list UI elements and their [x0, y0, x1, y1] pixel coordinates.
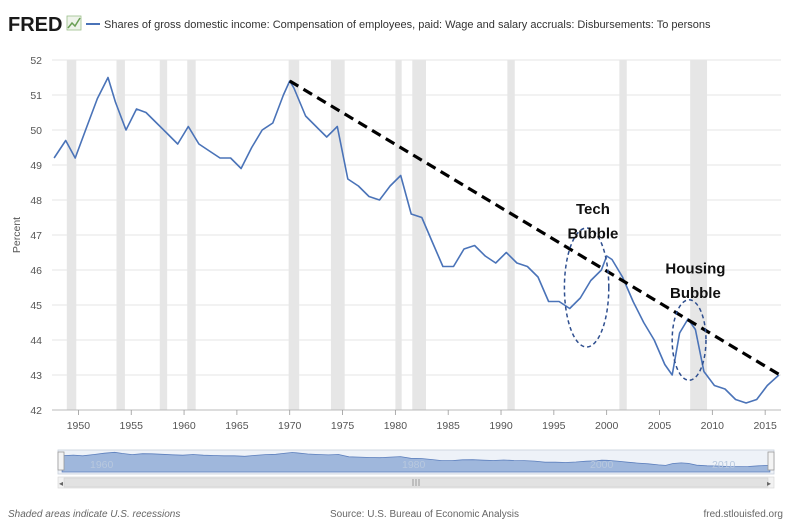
annotation-label: Bubble — [670, 285, 721, 302]
navigator[interactable]: 1960 1980 2000 2010 ◂ ▸ — [57, 449, 775, 489]
navigator-label: 2010 — [712, 459, 736, 471]
y-tick-label: 42 — [30, 405, 42, 417]
annotation-ellipse — [671, 299, 707, 381]
y-tick-label: 46 — [30, 265, 42, 277]
recession-band — [395, 60, 402, 410]
recession-band — [507, 60, 515, 410]
y-tick-label: 45 — [30, 300, 42, 312]
y-tick-label: 47 — [30, 230, 42, 242]
recession-band — [66, 60, 77, 410]
navigator-label: 1980 — [402, 459, 426, 471]
source-credit: Source: U.S. Bureau of Economic Analysis — [330, 509, 519, 520]
fred-url-link[interactable]: fred.stlouisfed.org — [703, 509, 784, 520]
scroll-left-arrow-icon[interactable]: ◂ — [59, 479, 63, 488]
x-tick-label: 1965 — [225, 420, 249, 432]
recessions-note: Shaded areas indicate U.S. recessions — [8, 509, 181, 520]
annotation-label: Tech — [576, 201, 610, 218]
x-tick-label: 2010 — [701, 420, 725, 432]
recession-band — [116, 60, 125, 410]
x-tick-label: 1975 — [331, 420, 355, 432]
scrollbar-grip-icon — [412, 479, 420, 486]
x-tick-label: 1960 — [172, 420, 196, 432]
recession-band — [412, 60, 427, 410]
navigator-series-area — [61, 451, 771, 473]
fred-logo-graph-icon — [66, 15, 82, 31]
x-tick-label: 1980 — [384, 420, 408, 432]
annotation-label: Housing — [665, 261, 725, 278]
x-tick-label: 1950 — [67, 420, 91, 432]
recession-band — [330, 60, 345, 410]
y-tick-label: 49 — [30, 160, 42, 172]
recession-band — [288, 60, 300, 410]
navigator-label: 1960 — [90, 459, 114, 471]
y-axis-label: Percent — [11, 217, 23, 253]
y-tick-label: 50 — [30, 125, 42, 137]
x-tick-label: 1970 — [278, 420, 302, 432]
recession-band — [159, 60, 168, 410]
navigator-right-handle[interactable] — [767, 451, 775, 471]
recession-band — [187, 60, 196, 410]
y-tick-label: 44 — [30, 335, 42, 347]
plot-area: 42 43 44 45 46 47 48 49 50 51 52 1950 1955 1960 1965 19… — [11, 55, 781, 432]
series-line — [53, 76, 780, 404]
x-tick-label: 2000 — [595, 420, 619, 432]
series-title: Shares of gross domestic income: Compens… — [104, 19, 711, 31]
annotation-label: Bubble — [568, 226, 619, 243]
x-tick-label: 1990 — [489, 420, 513, 432]
y-tick-label: 43 — [30, 370, 42, 382]
x-tick-label: 1985 — [437, 420, 461, 432]
x-tick-label: 2015 — [753, 420, 777, 432]
navigator-label: 2000 — [590, 459, 614, 471]
navigator-left-handle[interactable] — [57, 451, 65, 471]
annotation-ellipse — [563, 227, 610, 348]
x-tick-label: 1955 — [120, 420, 144, 432]
x-tick-label: 1995 — [542, 420, 566, 432]
x-tick-label: 2005 — [648, 420, 672, 432]
fred-logo[interactable]: FRED — [8, 14, 62, 36]
y-tick-label: 51 — [30, 90, 42, 102]
y-tick-label: 52 — [30, 55, 42, 67]
y-tick-label: 48 — [30, 195, 42, 207]
recession-band — [619, 60, 627, 410]
scroll-right-arrow-icon[interactable]: ▸ — [767, 479, 771, 488]
